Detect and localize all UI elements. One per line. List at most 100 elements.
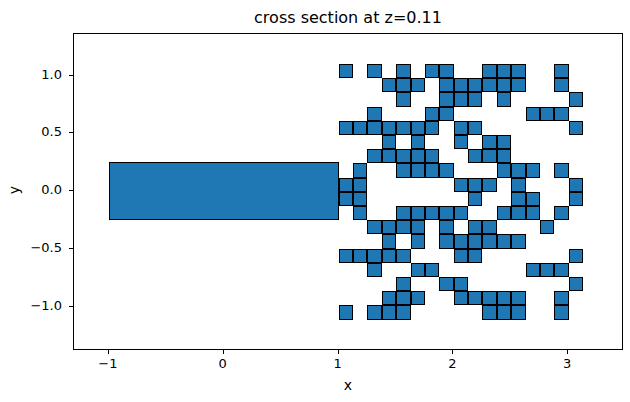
cell-patch bbox=[482, 305, 496, 319]
cell-patch bbox=[511, 192, 525, 206]
cell-patch bbox=[353, 249, 367, 263]
cell-patch bbox=[439, 206, 453, 220]
cell-patch bbox=[367, 263, 381, 277]
cell-patch bbox=[497, 163, 511, 177]
cell-patch bbox=[439, 234, 453, 248]
cell-patch bbox=[396, 149, 410, 163]
cell-patch bbox=[396, 206, 410, 220]
cell-patch bbox=[497, 78, 511, 92]
cell-patch bbox=[353, 178, 367, 192]
cell-patch bbox=[396, 163, 410, 177]
cell-patch bbox=[396, 78, 410, 92]
y-tick-mark bbox=[69, 75, 73, 76]
cell-patch bbox=[382, 249, 396, 263]
cell-patch bbox=[454, 135, 468, 149]
cell-patch bbox=[382, 305, 396, 319]
cell-patch bbox=[511, 163, 525, 177]
plot-area bbox=[73, 33, 623, 350]
matplotlib-figure: cross section at z=0.11 −101231.00.50.0−… bbox=[0, 0, 630, 402]
cell-patch bbox=[425, 107, 439, 121]
cell-patch bbox=[411, 163, 425, 177]
cell-patch bbox=[439, 92, 453, 106]
cell-patch bbox=[439, 107, 453, 121]
cell-patch bbox=[497, 305, 511, 319]
cell-patch bbox=[367, 249, 381, 263]
x-tick-mark bbox=[567, 350, 568, 354]
y-axis-label: y bbox=[6, 182, 22, 198]
cell-patch bbox=[468, 249, 482, 263]
x-tick-mark bbox=[223, 350, 224, 354]
cell-patch bbox=[497, 206, 511, 220]
y-tick-label: −0.5 bbox=[22, 240, 62, 255]
cell-patch bbox=[382, 291, 396, 305]
cell-patch bbox=[454, 249, 468, 263]
x-tick-mark bbox=[452, 350, 453, 354]
cell-patch bbox=[454, 206, 468, 220]
cell-patch bbox=[468, 192, 482, 206]
cell-patch bbox=[482, 220, 496, 234]
cell-patch bbox=[382, 234, 396, 248]
plot-title: cross section at z=0.11 bbox=[73, 8, 623, 27]
cell-patch bbox=[367, 305, 381, 319]
y-tick-label: −1.0 bbox=[22, 298, 62, 313]
cell-patch bbox=[411, 135, 425, 149]
y-tick-mark bbox=[69, 306, 73, 307]
cell-patch bbox=[339, 178, 353, 192]
cell-patch bbox=[425, 64, 439, 78]
x-tick-mark bbox=[108, 350, 109, 354]
cell-patch bbox=[454, 121, 468, 135]
cell-patch bbox=[382, 220, 396, 234]
cell-patch bbox=[482, 178, 496, 192]
cell-patch bbox=[511, 78, 525, 92]
cell-patch bbox=[396, 291, 410, 305]
cell-patch bbox=[554, 78, 568, 92]
cell-patch bbox=[511, 291, 525, 305]
cell-patch bbox=[425, 163, 439, 177]
cell-patch bbox=[569, 121, 583, 135]
cell-patch bbox=[411, 263, 425, 277]
y-tick-label: 0.0 bbox=[22, 182, 62, 197]
cell-patch bbox=[425, 149, 439, 163]
cell-patch bbox=[439, 277, 453, 291]
cell-patch bbox=[411, 206, 425, 220]
cell-patch bbox=[569, 178, 583, 192]
cell-patch bbox=[540, 263, 554, 277]
cell-patch bbox=[382, 135, 396, 149]
cell-patch bbox=[367, 220, 381, 234]
cell-patch bbox=[497, 234, 511, 248]
cell-patch bbox=[396, 249, 410, 263]
cell-patch bbox=[569, 92, 583, 106]
cell-patch bbox=[396, 64, 410, 78]
cell-patch bbox=[411, 234, 425, 248]
cell-patch bbox=[425, 206, 439, 220]
cell-patch bbox=[454, 78, 468, 92]
cell-patch bbox=[439, 220, 453, 234]
cell-patch bbox=[569, 249, 583, 263]
cell-patch bbox=[396, 92, 410, 106]
cell-patch bbox=[454, 234, 468, 248]
y-tick-mark bbox=[69, 132, 73, 133]
cell-patch bbox=[554, 107, 568, 121]
cell-patch bbox=[482, 291, 496, 305]
cell-patch bbox=[367, 121, 381, 135]
cell-patch bbox=[554, 64, 568, 78]
x-tick-label: 0 bbox=[203, 356, 243, 371]
cell-patch bbox=[411, 291, 425, 305]
cell-patch bbox=[439, 163, 453, 177]
cell-patch bbox=[526, 263, 540, 277]
cell-patch bbox=[382, 78, 396, 92]
cell-patch bbox=[367, 149, 381, 163]
cell-patch bbox=[411, 149, 425, 163]
cell-patch bbox=[526, 192, 540, 206]
cell-patch bbox=[411, 121, 425, 135]
cell-patch bbox=[554, 263, 568, 277]
cell-patch bbox=[468, 121, 482, 135]
x-tick-label: 3 bbox=[547, 356, 587, 371]
cell-patch bbox=[482, 64, 496, 78]
cell-patch bbox=[396, 305, 410, 319]
cell-patch bbox=[526, 206, 540, 220]
cell-patch bbox=[454, 92, 468, 106]
cell-patch bbox=[511, 206, 525, 220]
x-tick-label: −1 bbox=[88, 356, 128, 371]
cell-patch bbox=[482, 234, 496, 248]
